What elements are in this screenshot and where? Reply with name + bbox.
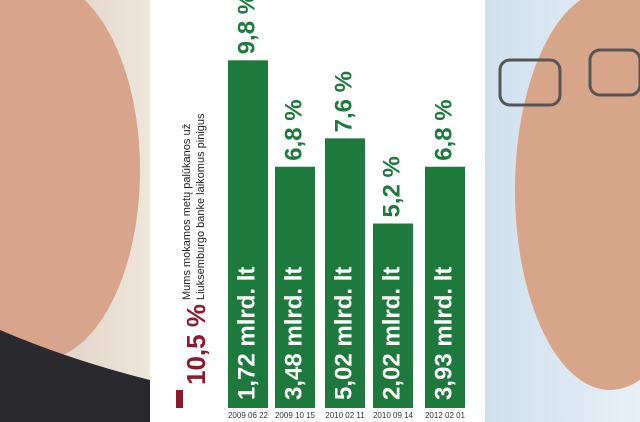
highlight-mark: [176, 390, 183, 408]
value-label: 7,6 %: [330, 71, 357, 132]
bar-label: 1,72 mlrd. lt: [233, 267, 260, 400]
bar-label: 2,02 mlrd. lt: [378, 267, 405, 400]
bar: [228, 60, 268, 408]
right-photo: [485, 0, 640, 422]
x-tick-label: 2012 02 01: [425, 411, 466, 420]
bar: [325, 138, 365, 408]
value-label: 6,8 %: [430, 99, 457, 160]
x-tick-label: 2009 06 22: [228, 411, 269, 420]
x-tick-label: 2010 02 11: [325, 411, 365, 420]
caption: Mums mokamos metų palūkanos už: [181, 124, 193, 300]
x-tick-label: 2010 09 14: [373, 411, 414, 420]
bar: [425, 166, 465, 408]
bar: [275, 166, 315, 408]
value-label: 9,8 %: [233, 0, 260, 54]
bar-label: 5,02 mlrd. lt: [330, 267, 357, 400]
caption: Liuksemburgo banke laikomus pinigus: [195, 113, 207, 300]
x-tick-label: 2009 10 15: [275, 411, 316, 420]
value-label: 6,8 %: [280, 99, 307, 160]
bar-label: 3,93 mlrd. lt: [430, 267, 457, 400]
bar-label: 3,48 mlrd. lt: [280, 267, 307, 400]
highlight-label: 10,5 %: [181, 304, 211, 385]
value-label: 5,2 %: [378, 156, 405, 217]
bar: [373, 223, 413, 408]
left-photo: [0, 0, 150, 422]
